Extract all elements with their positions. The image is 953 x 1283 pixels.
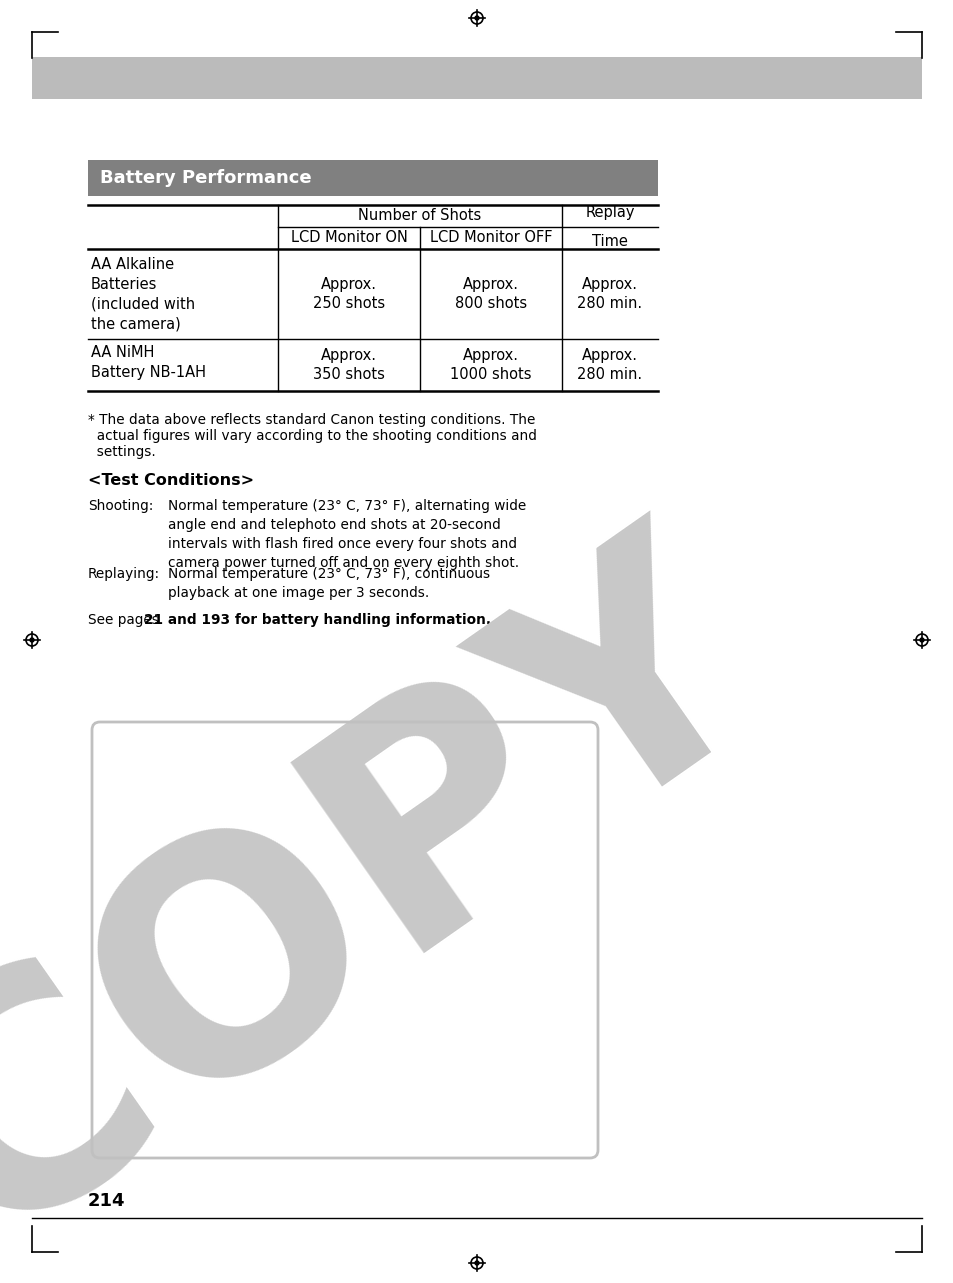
Text: See pages: See pages <box>88 613 163 627</box>
Text: LCD Monitor ON: LCD Monitor ON <box>291 231 407 245</box>
Text: Approx.
350 shots: Approx. 350 shots <box>313 348 384 382</box>
Text: AA Alkaline
Batteries
(included with
the camera): AA Alkaline Batteries (included with the… <box>91 257 195 331</box>
Text: Approx.
1000 shots: Approx. 1000 shots <box>450 348 531 382</box>
Text: Normal temperature (23° C, 73° F), alternating wide
angle end and telephoto end : Normal temperature (23° C, 73° F), alter… <box>168 499 526 570</box>
Circle shape <box>30 638 34 642</box>
Text: Approx.
280 min.: Approx. 280 min. <box>577 277 642 312</box>
Text: Replay: Replay <box>584 205 634 221</box>
Text: Approx.
800 shots: Approx. 800 shots <box>455 277 526 312</box>
Text: AA NiMH
Battery NB-1AH: AA NiMH Battery NB-1AH <box>91 345 206 380</box>
Circle shape <box>475 1261 478 1265</box>
Text: Normal temperature (23° C, 73° F), continuous
playback at one image per 3 second: Normal temperature (23° C, 73° F), conti… <box>168 567 490 600</box>
Text: Approx.
250 shots: Approx. 250 shots <box>313 277 385 312</box>
Text: <Test Conditions>: <Test Conditions> <box>88 473 253 488</box>
Text: Replaying:: Replaying: <box>88 567 160 581</box>
Text: LCD Monitor OFF: LCD Monitor OFF <box>429 231 552 245</box>
Text: 214: 214 <box>88 1192 126 1210</box>
Text: Shooting:: Shooting: <box>88 499 153 513</box>
Text: Battery Performance: Battery Performance <box>100 169 312 187</box>
Circle shape <box>919 638 923 642</box>
Text: Approx.
280 min.: Approx. 280 min. <box>577 348 642 382</box>
Text: settings.: settings. <box>88 445 155 459</box>
Text: * The data above reflects standard Canon testing conditions. The: * The data above reflects standard Canon… <box>88 413 535 427</box>
Text: COPY: COPY <box>0 495 816 1283</box>
Text: Number of Shots: Number of Shots <box>358 209 481 223</box>
Text: actual figures will vary according to the shooting conditions and: actual figures will vary according to th… <box>88 429 537 443</box>
Text: 21 and 193 for battery handling information.: 21 and 193 for battery handling informat… <box>144 613 491 627</box>
Bar <box>88 160 658 196</box>
Bar <box>32 56 921 99</box>
Text: Time: Time <box>592 234 627 249</box>
Circle shape <box>475 15 478 21</box>
